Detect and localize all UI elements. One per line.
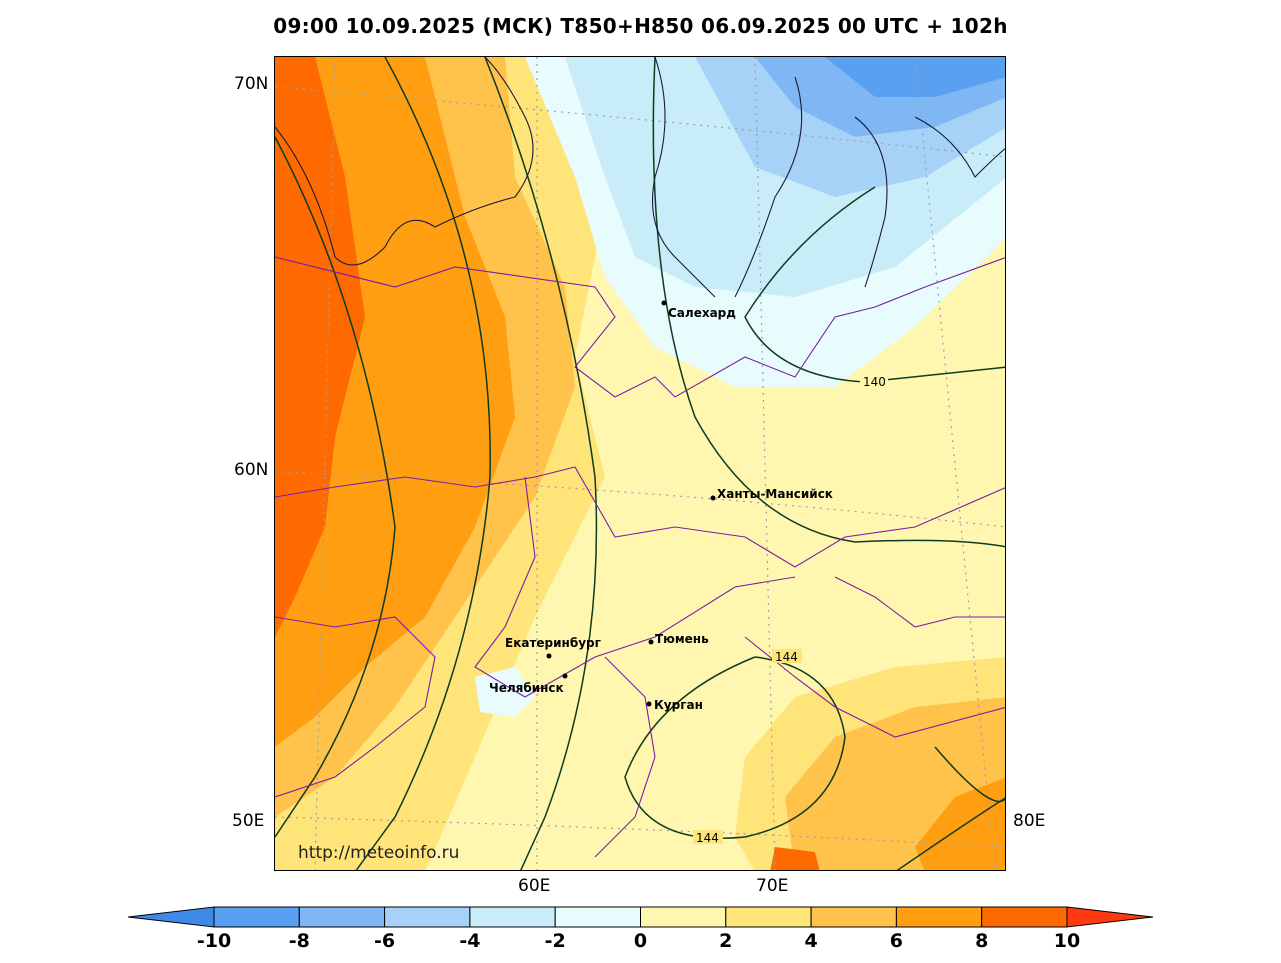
city-dot-tyumen[interactable] bbox=[648, 639, 654, 645]
contour-label-144-b: 144 bbox=[696, 831, 719, 845]
temp-band-neg8 bbox=[825, 57, 1005, 97]
contour-label-144-a: 144 bbox=[775, 650, 798, 664]
map-title: 09:00 10.09.2025 (МСК) T850+H850 06.09.2… bbox=[273, 14, 1008, 38]
colorbar bbox=[127, 906, 1154, 928]
city-label-chelyabinsk: Челябинск bbox=[489, 681, 564, 695]
colorbar-segment bbox=[725, 906, 812, 928]
colorbar-tick-label: -4 bbox=[459, 930, 481, 952]
colorbar-segment bbox=[895, 906, 983, 928]
map-canvas: Салехард Ханты-Мансийск Екатеринбург Тюм… bbox=[275, 57, 1005, 870]
colorbar-segment bbox=[469, 906, 556, 928]
watermark-url: http://meteoinfo.ru bbox=[298, 843, 460, 863]
temp-band-se-10 bbox=[770, 847, 820, 870]
colorbar-tick-label: -6 bbox=[374, 930, 396, 952]
colorbar-segment bbox=[213, 906, 300, 928]
map-panel[interactable]: Салехард Ханты-Мансийск Екатеринбург Тюм… bbox=[274, 56, 1006, 871]
colorbar-segment bbox=[384, 906, 471, 928]
colorbar-segments bbox=[127, 906, 1154, 928]
colorbar-tick-label: 6 bbox=[889, 930, 904, 952]
temp-band-se-8 bbox=[915, 777, 1005, 870]
colorbar-segment bbox=[810, 906, 897, 928]
city-label-tyumen: Тюмень bbox=[655, 632, 709, 646]
colorbar-tick-label: -10 bbox=[196, 930, 232, 952]
lat-label-70n: 70N bbox=[234, 74, 269, 94]
city-dot-kurgan[interactable] bbox=[646, 701, 652, 707]
contour-label-140: 140 bbox=[863, 375, 886, 389]
city-dot-khanty-mansiysk[interactable] bbox=[710, 495, 716, 501]
cities: Салехард Ханты-Мансийск Екатеринбург Тюм… bbox=[489, 300, 833, 712]
coastline bbox=[275, 57, 1005, 298]
city-dot-salekhard[interactable] bbox=[661, 300, 667, 306]
temp-spot-cold bbox=[475, 667, 535, 717]
colorbar-tick-label: -2 bbox=[544, 930, 566, 952]
colorbar-tick-label: 10 bbox=[1053, 930, 1081, 952]
admin-borders bbox=[275, 256, 1005, 858]
city-dot-chelyabinsk[interactable] bbox=[562, 673, 568, 679]
colorbar-extend-high bbox=[1066, 906, 1154, 928]
lon-label-70e: 70E bbox=[756, 876, 789, 896]
lon-label-60e: 60E bbox=[518, 876, 551, 896]
contours bbox=[275, 57, 1005, 870]
city-label-khanty-mansiysk: Ханты-Мансийск bbox=[717, 487, 833, 501]
city-dot-yekaterinburg[interactable] bbox=[546, 653, 552, 659]
colorbar-tick-label: 4 bbox=[804, 930, 818, 952]
lat-label-50e: 50E bbox=[232, 811, 265, 831]
colorbar-segment bbox=[298, 906, 386, 928]
graticule bbox=[275, 57, 1005, 870]
colorbar-segment bbox=[640, 906, 727, 928]
colorbar-segment bbox=[981, 906, 1068, 928]
colorbar-tick-label: 0 bbox=[633, 930, 648, 952]
temp-band-10 bbox=[275, 57, 365, 637]
city-label-kurgan: Курган bbox=[654, 698, 703, 712]
city-label-salekhard: Салехард bbox=[668, 306, 736, 320]
contour-labels: 140 144 144 bbox=[693, 374, 888, 845]
colorbar-segment bbox=[554, 906, 642, 928]
colorbar-tick-label: 8 bbox=[975, 930, 989, 952]
colorbar-extend-low bbox=[127, 906, 215, 928]
colorbar-tick-label: -8 bbox=[288, 930, 310, 952]
lat-label-60n: 60N bbox=[234, 460, 269, 480]
city-label-yekaterinburg: Екатеринбург bbox=[505, 636, 601, 650]
lon-label-80e: 80E bbox=[1013, 811, 1046, 831]
colorbar-tick-label: 2 bbox=[719, 930, 733, 952]
